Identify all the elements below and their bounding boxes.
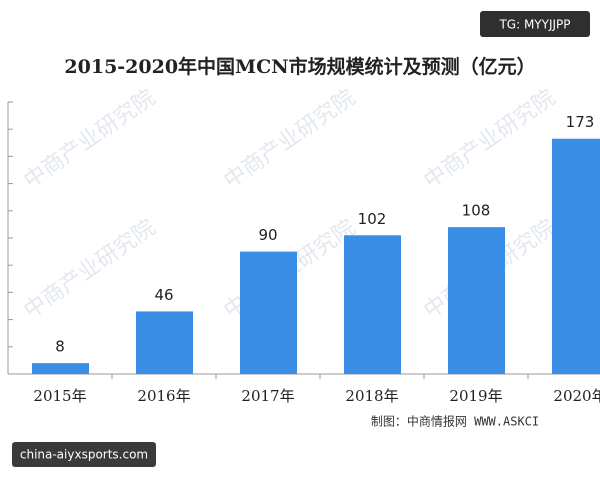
bar: [32, 363, 89, 374]
bar: [136, 311, 193, 374]
value-label: 46: [154, 286, 173, 304]
x-tick-label: 2018年: [345, 387, 398, 405]
value-label: 8: [55, 338, 65, 356]
x-tick-label: 2019年: [449, 387, 502, 405]
badge-bottom-text: china-aiyxsports.com: [20, 448, 148, 462]
bar: [344, 235, 401, 374]
badge-top-text: TG: MYYJJPP: [498, 18, 570, 32]
x-tick-label: 2017年: [241, 387, 294, 405]
source-note: 制图：中商情报网 WWW.ASKCI: [371, 414, 539, 429]
badge-top: [480, 11, 590, 37]
value-label: 102: [358, 210, 387, 228]
badge-bottom: [12, 442, 156, 467]
x-tick-label: 2020年: [553, 387, 600, 405]
chart-title: 2015-2020年中国MCN市场规模统计及预测（亿元）: [64, 55, 535, 78]
value-label: 173: [566, 113, 595, 131]
value-label: 90: [258, 226, 277, 244]
bar: [448, 227, 505, 374]
bar: [552, 138, 600, 374]
bar: [240, 251, 297, 374]
x-tick-label: 2015年: [33, 387, 86, 405]
x-tick-label: 2016年: [137, 387, 190, 405]
value-label: 108: [462, 202, 491, 220]
